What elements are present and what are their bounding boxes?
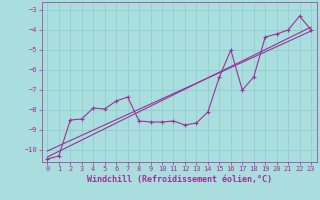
X-axis label: Windchill (Refroidissement éolien,°C): Windchill (Refroidissement éolien,°C): [87, 175, 272, 184]
